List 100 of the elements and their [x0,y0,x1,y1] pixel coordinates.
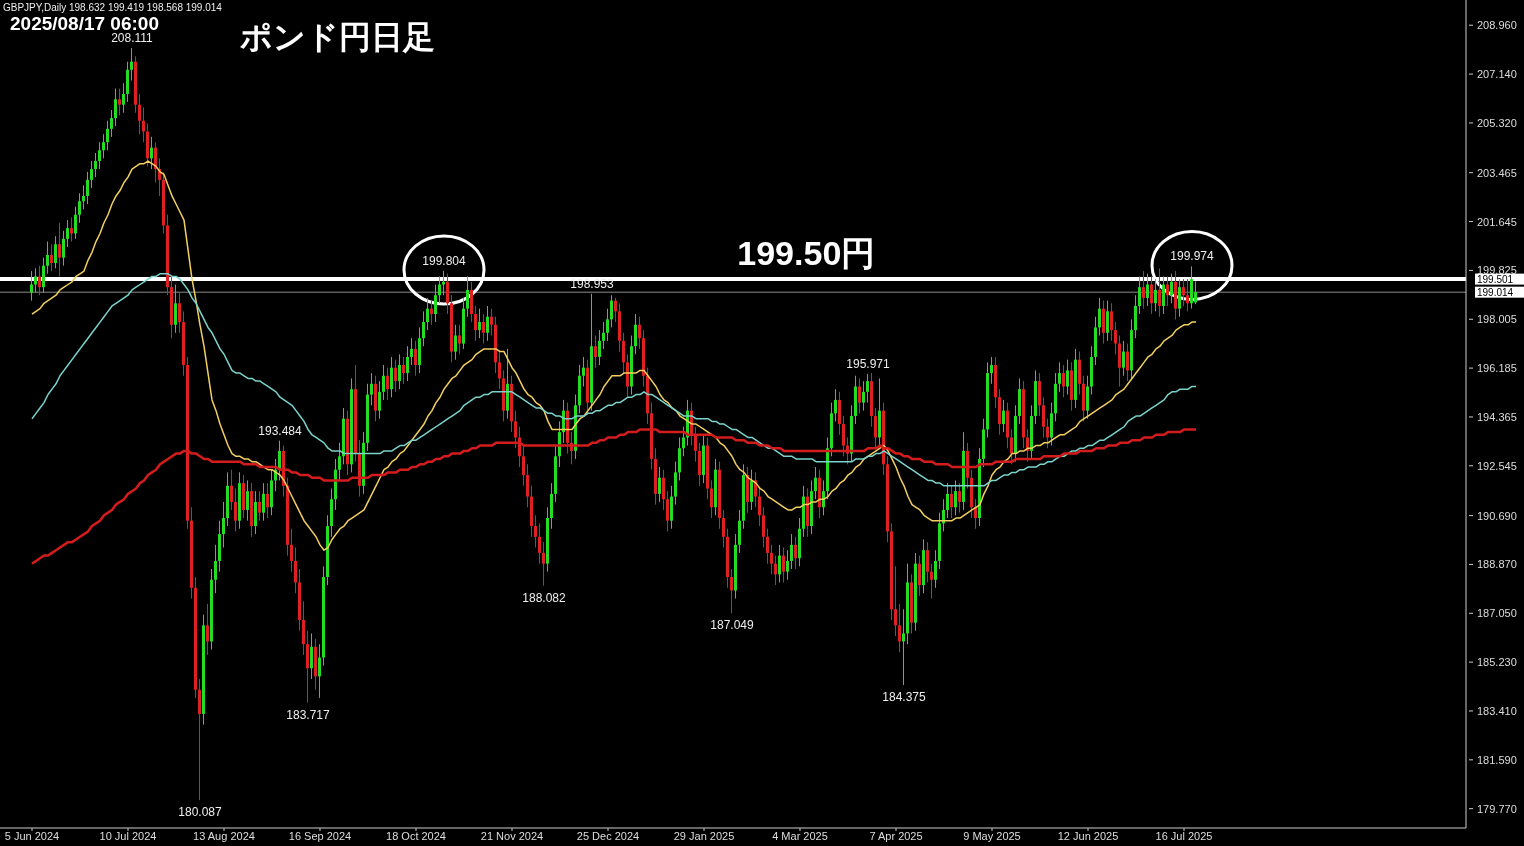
candlestick [526,463,529,508]
candlestick [214,544,217,594]
annotation: 183.717 [286,707,331,722]
candlestick [1194,280,1197,305]
candlestick [954,479,957,516]
y-tick-label: 205.320 [1477,116,1517,129]
candlestick [118,88,121,116]
y-tick-label: 198.005 [1477,313,1517,326]
y-tick-label: 194.365 [1477,410,1517,423]
candlestick [390,356,393,398]
candlestick [778,544,781,583]
x-tick-label: 29 Jan 2025 [673,829,735,842]
candlestick [1154,278,1157,312]
candlestick [90,160,93,189]
y-tick-label: 188.870 [1477,558,1517,571]
y-tick-label: 196.185 [1477,362,1517,375]
candlestick [638,316,641,350]
candlestick [894,565,897,637]
candlestick [398,353,401,390]
candlestick [62,230,65,267]
candlestick [606,308,609,342]
annotation: 184.375 [882,690,927,705]
candlestick [318,643,321,699]
candlestick [262,482,265,522]
candlestick [534,514,537,549]
candlestick [934,549,937,589]
candlestick [1178,278,1181,318]
candlestick [1002,399,1005,433]
candlestick [438,275,441,304]
x-tick-label: 5 Jun 2024 [4,829,60,842]
candlestick [382,364,385,401]
candlestick [930,563,933,600]
candlestick [402,356,405,385]
candlestick [338,442,341,481]
candlestick [1146,273,1149,307]
candlestick [1166,275,1169,307]
candlestick [310,632,313,680]
x-tick-label: 16 Jul 2025 [1155,829,1213,842]
candlestick [1114,321,1117,355]
candlestick [1162,275,1165,315]
candlestick [750,469,753,511]
candlestick [1122,340,1125,377]
candlestick [594,334,597,369]
candlestick [1046,418,1049,449]
annotation: 198.953 [570,276,615,291]
candlestick [782,547,785,583]
candlestick [422,310,425,347]
candlestick [1158,267,1161,318]
annotation: 199.974 [1170,249,1215,264]
candlestick [430,300,433,326]
candlestick [78,192,81,224]
candlestick [466,275,469,318]
candlestick [634,313,637,355]
candlestick [458,324,461,355]
x-tick-label: 9 May 2025 [963,829,1021,842]
y-tick-label: 208.960 [1477,19,1517,32]
candlestick [454,324,457,361]
candlestick [950,485,953,519]
candlestick [770,544,773,575]
candlestick [394,359,397,393]
candlestick [722,509,725,549]
candlestick [1066,359,1069,396]
candlestick [834,388,837,422]
candlestick [370,372,373,406]
candlestick [710,479,713,519]
x-tick-label: 10 Jul 2024 [99,829,157,842]
candlestick [866,373,869,404]
candlestick [766,528,769,565]
candlestick [538,522,541,565]
candlestick [1138,275,1141,315]
x-tick-label: 7 Apr 2025 [869,829,923,842]
candlestick [946,482,949,519]
candlestick [446,273,449,315]
candlestick [582,356,585,387]
candlestick [754,471,757,508]
candlestick [666,490,669,532]
x-tick-label: 21 Nov 2024 [480,829,544,842]
candlestick [38,265,41,296]
annotation: 188.082 [522,590,567,605]
y-tick-label: 190.690 [1477,509,1517,522]
candlestick [406,345,409,382]
candlestick [130,47,133,82]
y-tick-label: 179.770 [1477,802,1517,815]
candlestick [86,171,89,205]
candlestick [486,305,489,342]
candlestick [290,528,293,573]
candlestick [958,482,961,514]
candlestick [1110,302,1113,342]
annotation: 180.087 [178,805,223,820]
candlestick [138,93,141,135]
annotation: 199.804 [422,253,467,268]
candlestick [474,305,477,342]
candlestick [730,568,733,614]
candlestick [942,498,945,532]
candlestick [122,82,125,114]
candlestick [774,555,777,586]
ref-line-label: 199.50円 [737,234,876,273]
candlestick [102,133,105,159]
candlestick [898,603,901,653]
annotation: 193.484 [258,423,303,438]
